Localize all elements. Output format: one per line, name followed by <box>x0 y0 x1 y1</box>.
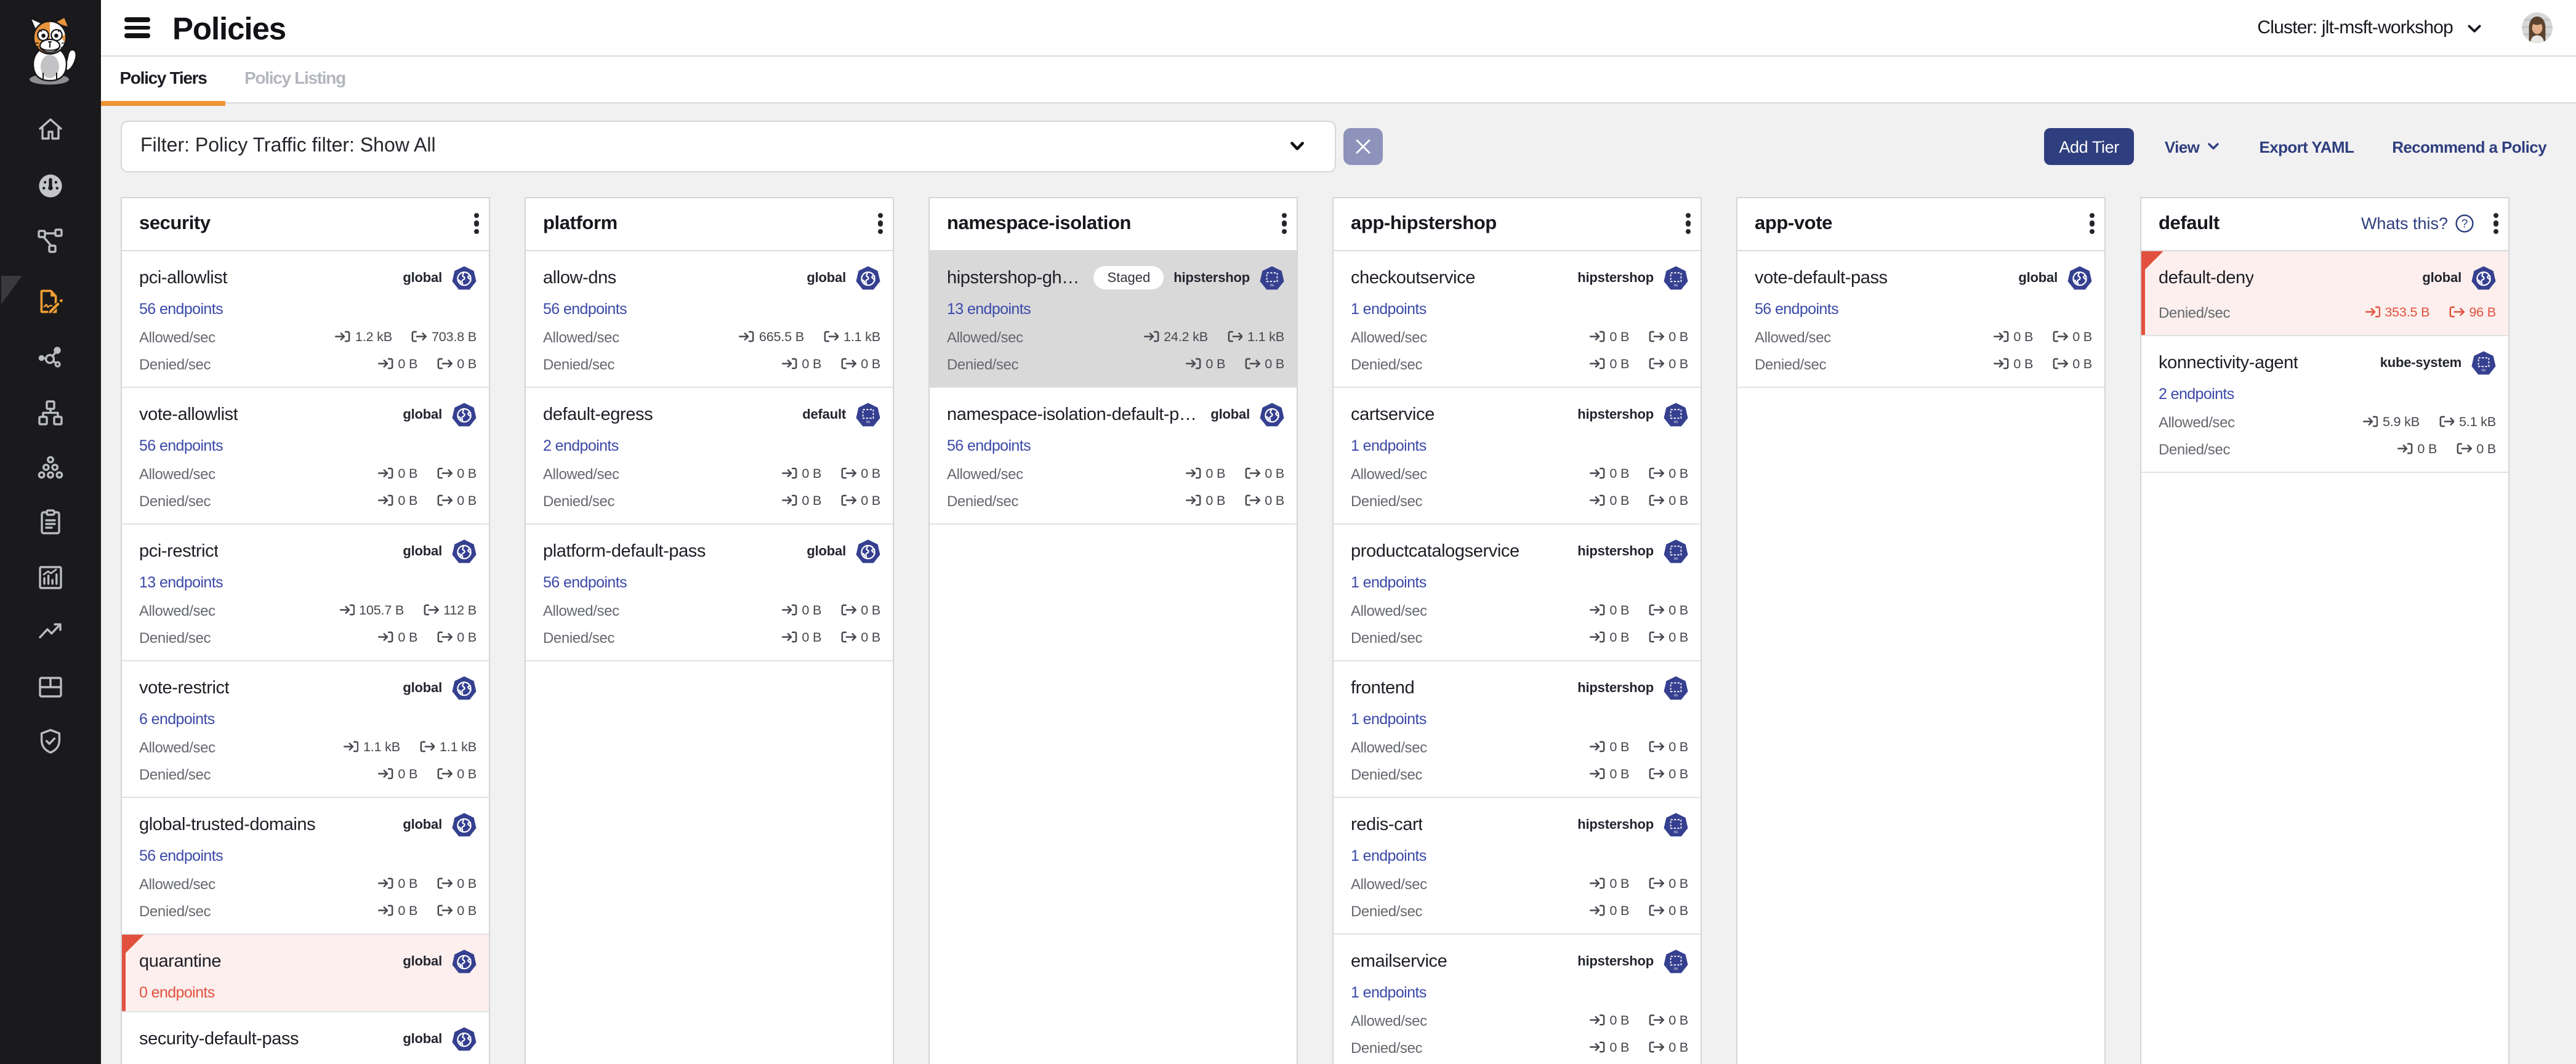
svg-text:?: ? <box>2461 218 2468 231</box>
